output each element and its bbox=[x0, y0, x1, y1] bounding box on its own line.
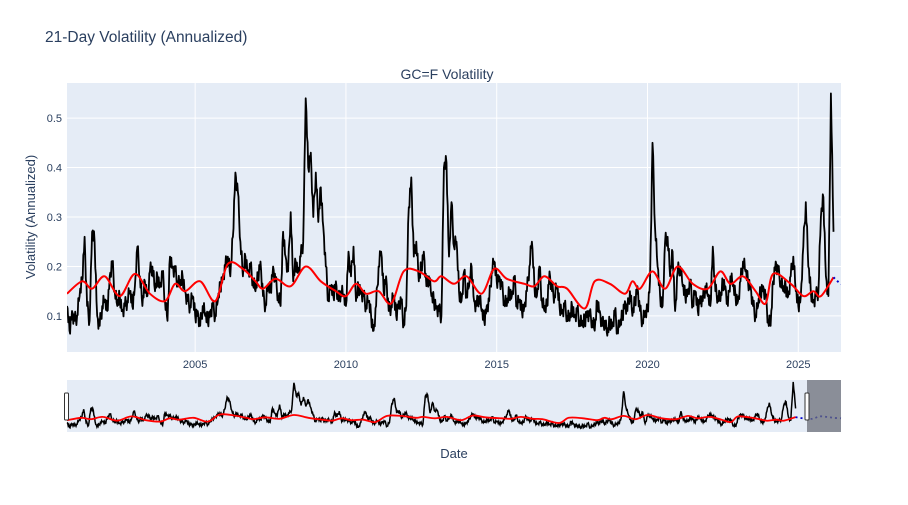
y-tick-label: 0.1 bbox=[47, 311, 62, 323]
range-slider[interactable] bbox=[64, 380, 842, 432]
x-axis-label: Date bbox=[440, 446, 467, 461]
x-axis-ticks: 2005 2010 2015 2020 2025 bbox=[183, 359, 811, 371]
y-tick-label: 0.3 bbox=[47, 212, 62, 224]
range-slider-mask-right[interactable] bbox=[807, 380, 841, 432]
y-tick-label: 0.5 bbox=[47, 113, 62, 125]
volatility-line bbox=[67, 92, 835, 337]
x-tick-label: 2015 bbox=[484, 359, 508, 371]
y-axis-ticks: 0.1 0.2 0.3 0.4 0.5 bbox=[47, 113, 62, 323]
x-tick-label: 2010 bbox=[334, 359, 358, 371]
x-tick-label: 2020 bbox=[635, 359, 659, 371]
chart-subtitle: GC=F Volatility bbox=[401, 66, 494, 82]
range-slider-handle-right[interactable] bbox=[804, 392, 810, 421]
x-tick-label: 2005 bbox=[183, 359, 207, 371]
range-slider-handle-left[interactable] bbox=[64, 392, 69, 421]
main-series bbox=[67, 92, 841, 337]
y-tick-label: 0.2 bbox=[47, 261, 62, 273]
range-slider-series bbox=[66, 381, 842, 430]
chart-title: 21-Day Volatility (Annualized) bbox=[45, 29, 247, 46]
y-axis-label: Volatility (Annualized) bbox=[23, 155, 38, 279]
x-tick-label: 2025 bbox=[786, 359, 810, 371]
y-tick-label: 0.4 bbox=[47, 163, 62, 175]
slider-trend-line bbox=[66, 413, 796, 424]
trend-line bbox=[67, 261, 835, 310]
